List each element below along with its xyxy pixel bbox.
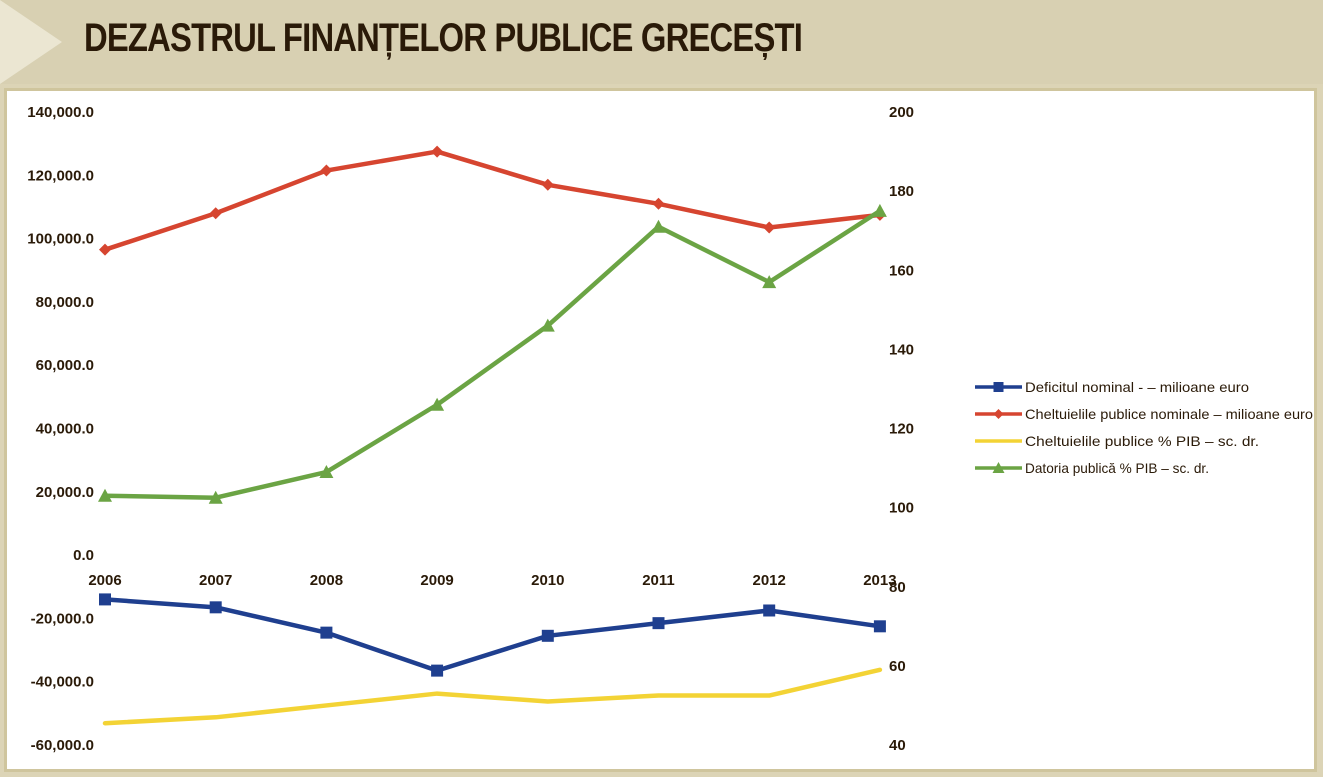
data-point [431,664,444,677]
legend-label: Cheltuielile publice % PIB – sc. dr. [1025,433,1259,449]
left-tick-label: 60,000.0 [36,357,94,374]
data-point [209,601,222,614]
title-banner: DEZASTRUL FINANȚELOR PUBLICE GRECEȘTI [0,0,1323,84]
legend-item: Cheltuielile publice % PIB – sc. dr. [975,433,1259,449]
left-tick-label: 120,000.0 [27,167,94,184]
data-point [209,207,222,220]
data-point [652,617,665,630]
data-point [431,145,444,158]
x-tick-label: 2006 [88,572,121,589]
right-tick-label: 80 [889,579,906,596]
data-point [208,490,223,504]
legend-item: Datoria publică % PIB – sc. dr. [975,460,1209,476]
x-axis: 2006 2007 2008 2009 2010 2011 2012 2013 [88,572,896,589]
data-point [541,629,554,642]
series-0 [99,593,886,677]
x-tick-label: 2009 [420,572,453,589]
data-point [651,219,666,233]
data-point [320,164,333,177]
series-line [102,667,883,726]
left-tick-label: 80,000.0 [36,294,94,311]
data-point [873,620,886,633]
right-tick-label: 200 [889,104,914,121]
right-tick-label: 180 [889,183,914,200]
right-tick-label: 160 [889,262,914,279]
right-tick-label: 120 [889,421,914,438]
x-tick-label: 2007 [199,572,232,589]
data-point [430,397,445,411]
data-point [98,488,112,502]
x-tick-label: 2010 [531,572,564,589]
legend-marker [993,409,1004,419]
x-tick-label: 2011 [642,572,675,589]
legend-label: Datoria publică % PIB – sc. dr. [1025,460,1209,476]
series-3 [98,203,887,504]
right-tick-label: 140 [889,341,914,358]
left-tick-label: -20,000.0 [31,610,94,627]
right-axis: 200 180 160 140 120 100 80 60 40 [889,104,914,754]
legend-marker [993,382,1004,392]
series-2 [102,667,883,726]
x-tick-label: 2012 [753,572,786,589]
legend-item: Deficitul nominal - – milioane euro [975,379,1249,395]
left-tick-label: 20,000.0 [36,484,94,501]
x-tick-label: 2008 [310,572,343,589]
series-line [102,208,883,500]
data-point [541,178,554,191]
data-point [99,243,111,256]
data-point [652,197,665,210]
data-point [319,465,334,479]
right-tick-label: 40 [889,737,906,754]
data-point [762,275,777,289]
left-tick-label: 100,000.0 [27,231,94,248]
left-tick-label: -40,000.0 [31,674,94,691]
data-point [540,318,555,332]
series-line [102,149,883,252]
left-tick-label: 140,000.0 [27,104,94,121]
legend-label: Cheltuielile publice nominale – milioane… [1025,406,1313,422]
banner-arrow-icon [0,0,62,84]
legend-label: Deficitul nominal - – milioane euro [1025,379,1249,395]
left-tick-label: -60,000.0 [31,737,94,754]
series-1 [99,145,886,256]
legend-item: Cheltuielile publice nominale – milioane… [975,406,1313,422]
data-point [763,604,776,617]
left-tick-label: 40,000.0 [36,421,94,438]
x-tick-label: 2013 [863,572,896,589]
data-point [320,626,333,639]
left-axis: 140,000.0 120,000.0 100,000.0 80,000.0 60,00… [27,104,94,754]
data-point [99,593,111,606]
series-layer [98,145,887,726]
legend: Deficitul nominal - – milioane euro Chelt… [975,379,1313,476]
legend-marker [992,462,1005,473]
right-tick-label: 60 [889,658,906,675]
data-point [763,221,776,234]
data-point [872,203,887,217]
right-tick-label: 100 [889,500,914,517]
left-tick-label: 0.0 [73,547,94,564]
series-line [102,597,883,673]
page-title: DEZASTRUL FINANȚELOR PUBLICE GRECEȘTI [84,16,803,60]
